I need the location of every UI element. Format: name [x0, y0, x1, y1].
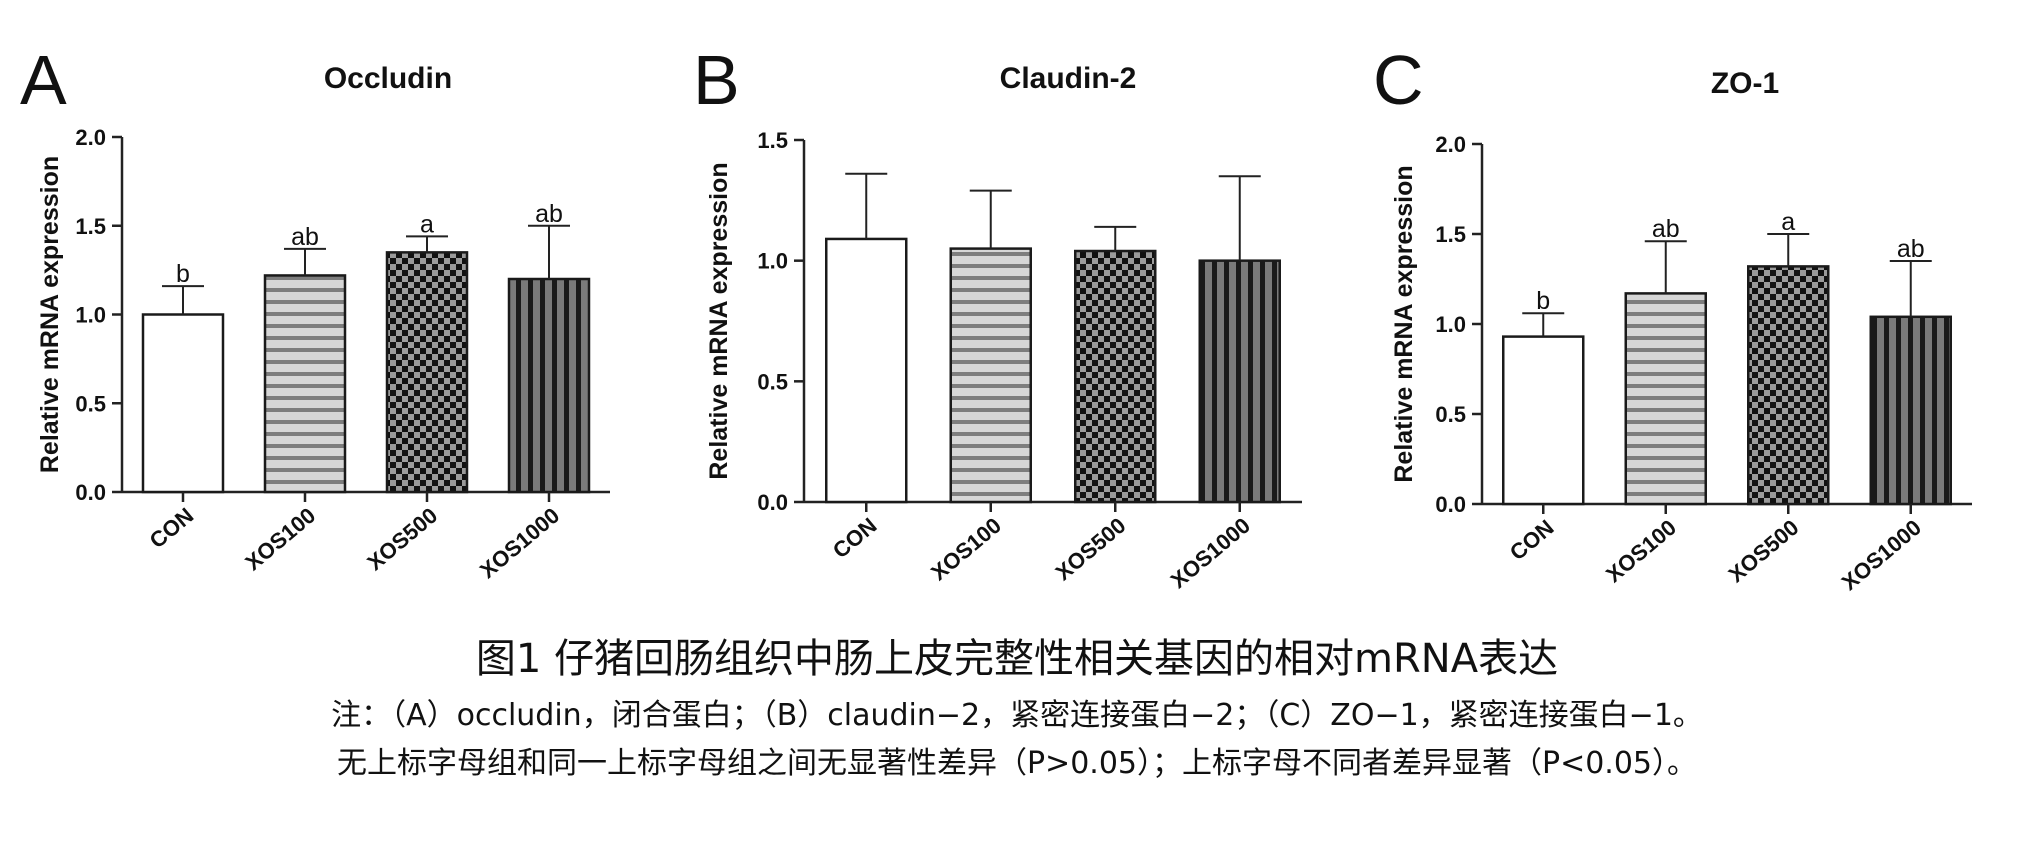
y-tick-label: 1.5	[1435, 222, 1466, 247]
bar-xos1000	[1869, 315, 1952, 506]
bar-xos100	[1624, 292, 1707, 506]
bar-con	[825, 237, 908, 504]
bar-con	[1502, 335, 1585, 506]
y-tick-label: 0.5	[75, 391, 106, 416]
x-tick-label: XOS500	[362, 503, 442, 576]
significance-label: ab	[291, 223, 319, 251]
caption-title: 图1 仔猪回肠组织中肠上皮完整性相关基因的相对mRNA表达	[475, 636, 1559, 682]
x-tick-label: CON	[1505, 515, 1559, 566]
panel-label: A	[20, 41, 67, 119]
x-tick-label: CON	[828, 513, 882, 564]
bar-xos1000	[1198, 259, 1281, 504]
caption-note-line-1: 注：（A）occludin，闭合蛋白；（B）claudin−2，紧密连接蛋白−2…	[331, 698, 1703, 733]
x-tick-label: XOS1000	[475, 503, 564, 583]
y-tick-label: 1.0	[75, 303, 106, 328]
y-tick-label: 0.5	[1435, 402, 1466, 427]
panel-label: C	[1373, 41, 1424, 119]
x-tick-label: XOS1000	[1837, 515, 1926, 595]
bar-xos100	[263, 274, 347, 494]
bar-xos100	[949, 247, 1032, 504]
y-tick-label: 1.0	[757, 249, 788, 274]
x-tick-label: XOS500	[1724, 515, 1804, 588]
bar-con	[141, 313, 225, 494]
bar-xos1000	[507, 277, 591, 494]
chart-panel-c: C ZO-1 Relative mRNA expression 0.0 0.5 1.0 1.…	[1373, 41, 1972, 595]
bar-xos500	[1747, 265, 1830, 506]
y-axis-label: Relative mRNA expression	[1390, 165, 1418, 482]
y-tick-label: 2.0	[75, 125, 106, 150]
bar-xos500	[1074, 249, 1157, 504]
x-tick-label: XOS100	[926, 513, 1006, 586]
significance-label: ab	[535, 200, 563, 228]
bar-xos500	[385, 251, 469, 494]
y-tick-label: 0.0	[1435, 492, 1466, 517]
y-axis-label: Relative mRNA expression	[36, 156, 64, 473]
panel-label: B	[693, 41, 740, 119]
chart-panel-b: B Claudin-2 Relative mRNA expression 0.0 0.5…	[693, 41, 1302, 593]
x-tick-label: XOS100	[1601, 515, 1681, 588]
y-tick-label: 1.5	[757, 128, 788, 153]
y-tick-label: 2.0	[1435, 132, 1466, 157]
x-tick-label: XOS500	[1051, 513, 1131, 586]
chart-panel-a: A Occludin Relative mRNA expression 0.0 0.5 1…	[20, 41, 610, 583]
y-tick-label: 0.0	[75, 480, 106, 505]
y-tick-label: 1.5	[75, 214, 106, 239]
significance-label: ab	[1897, 235, 1925, 263]
y-tick-label: 0.5	[757, 369, 788, 394]
y-tick-label: 0.0	[757, 490, 788, 515]
x-tick-label: XOS100	[240, 503, 320, 576]
chart-title: Occludin	[324, 62, 452, 95]
significance-label: a	[1781, 208, 1795, 236]
significance-label: b	[1536, 287, 1550, 315]
significance-label: ab	[1652, 215, 1680, 243]
x-tick-label: XOS1000	[1166, 513, 1255, 593]
x-tick-label: CON	[145, 503, 199, 554]
chart-title: Claudin-2	[1000, 62, 1137, 95]
significance-label: a	[420, 210, 434, 238]
y-tick-label: 1.0	[1435, 312, 1466, 337]
significance-label: b	[176, 260, 190, 288]
chart-title: ZO-1	[1711, 67, 1779, 100]
caption-note-line-2: 无上标字母组和同一上标字母组之间无显著性差异（P>0.05）；上标字母不同者差异…	[336, 746, 1698, 781]
y-axis-label: Relative mRNA expression	[705, 162, 733, 479]
figure-canvas: A Occludin Relative mRNA expression 0.0 0.5 1…	[20, 41, 1972, 595]
